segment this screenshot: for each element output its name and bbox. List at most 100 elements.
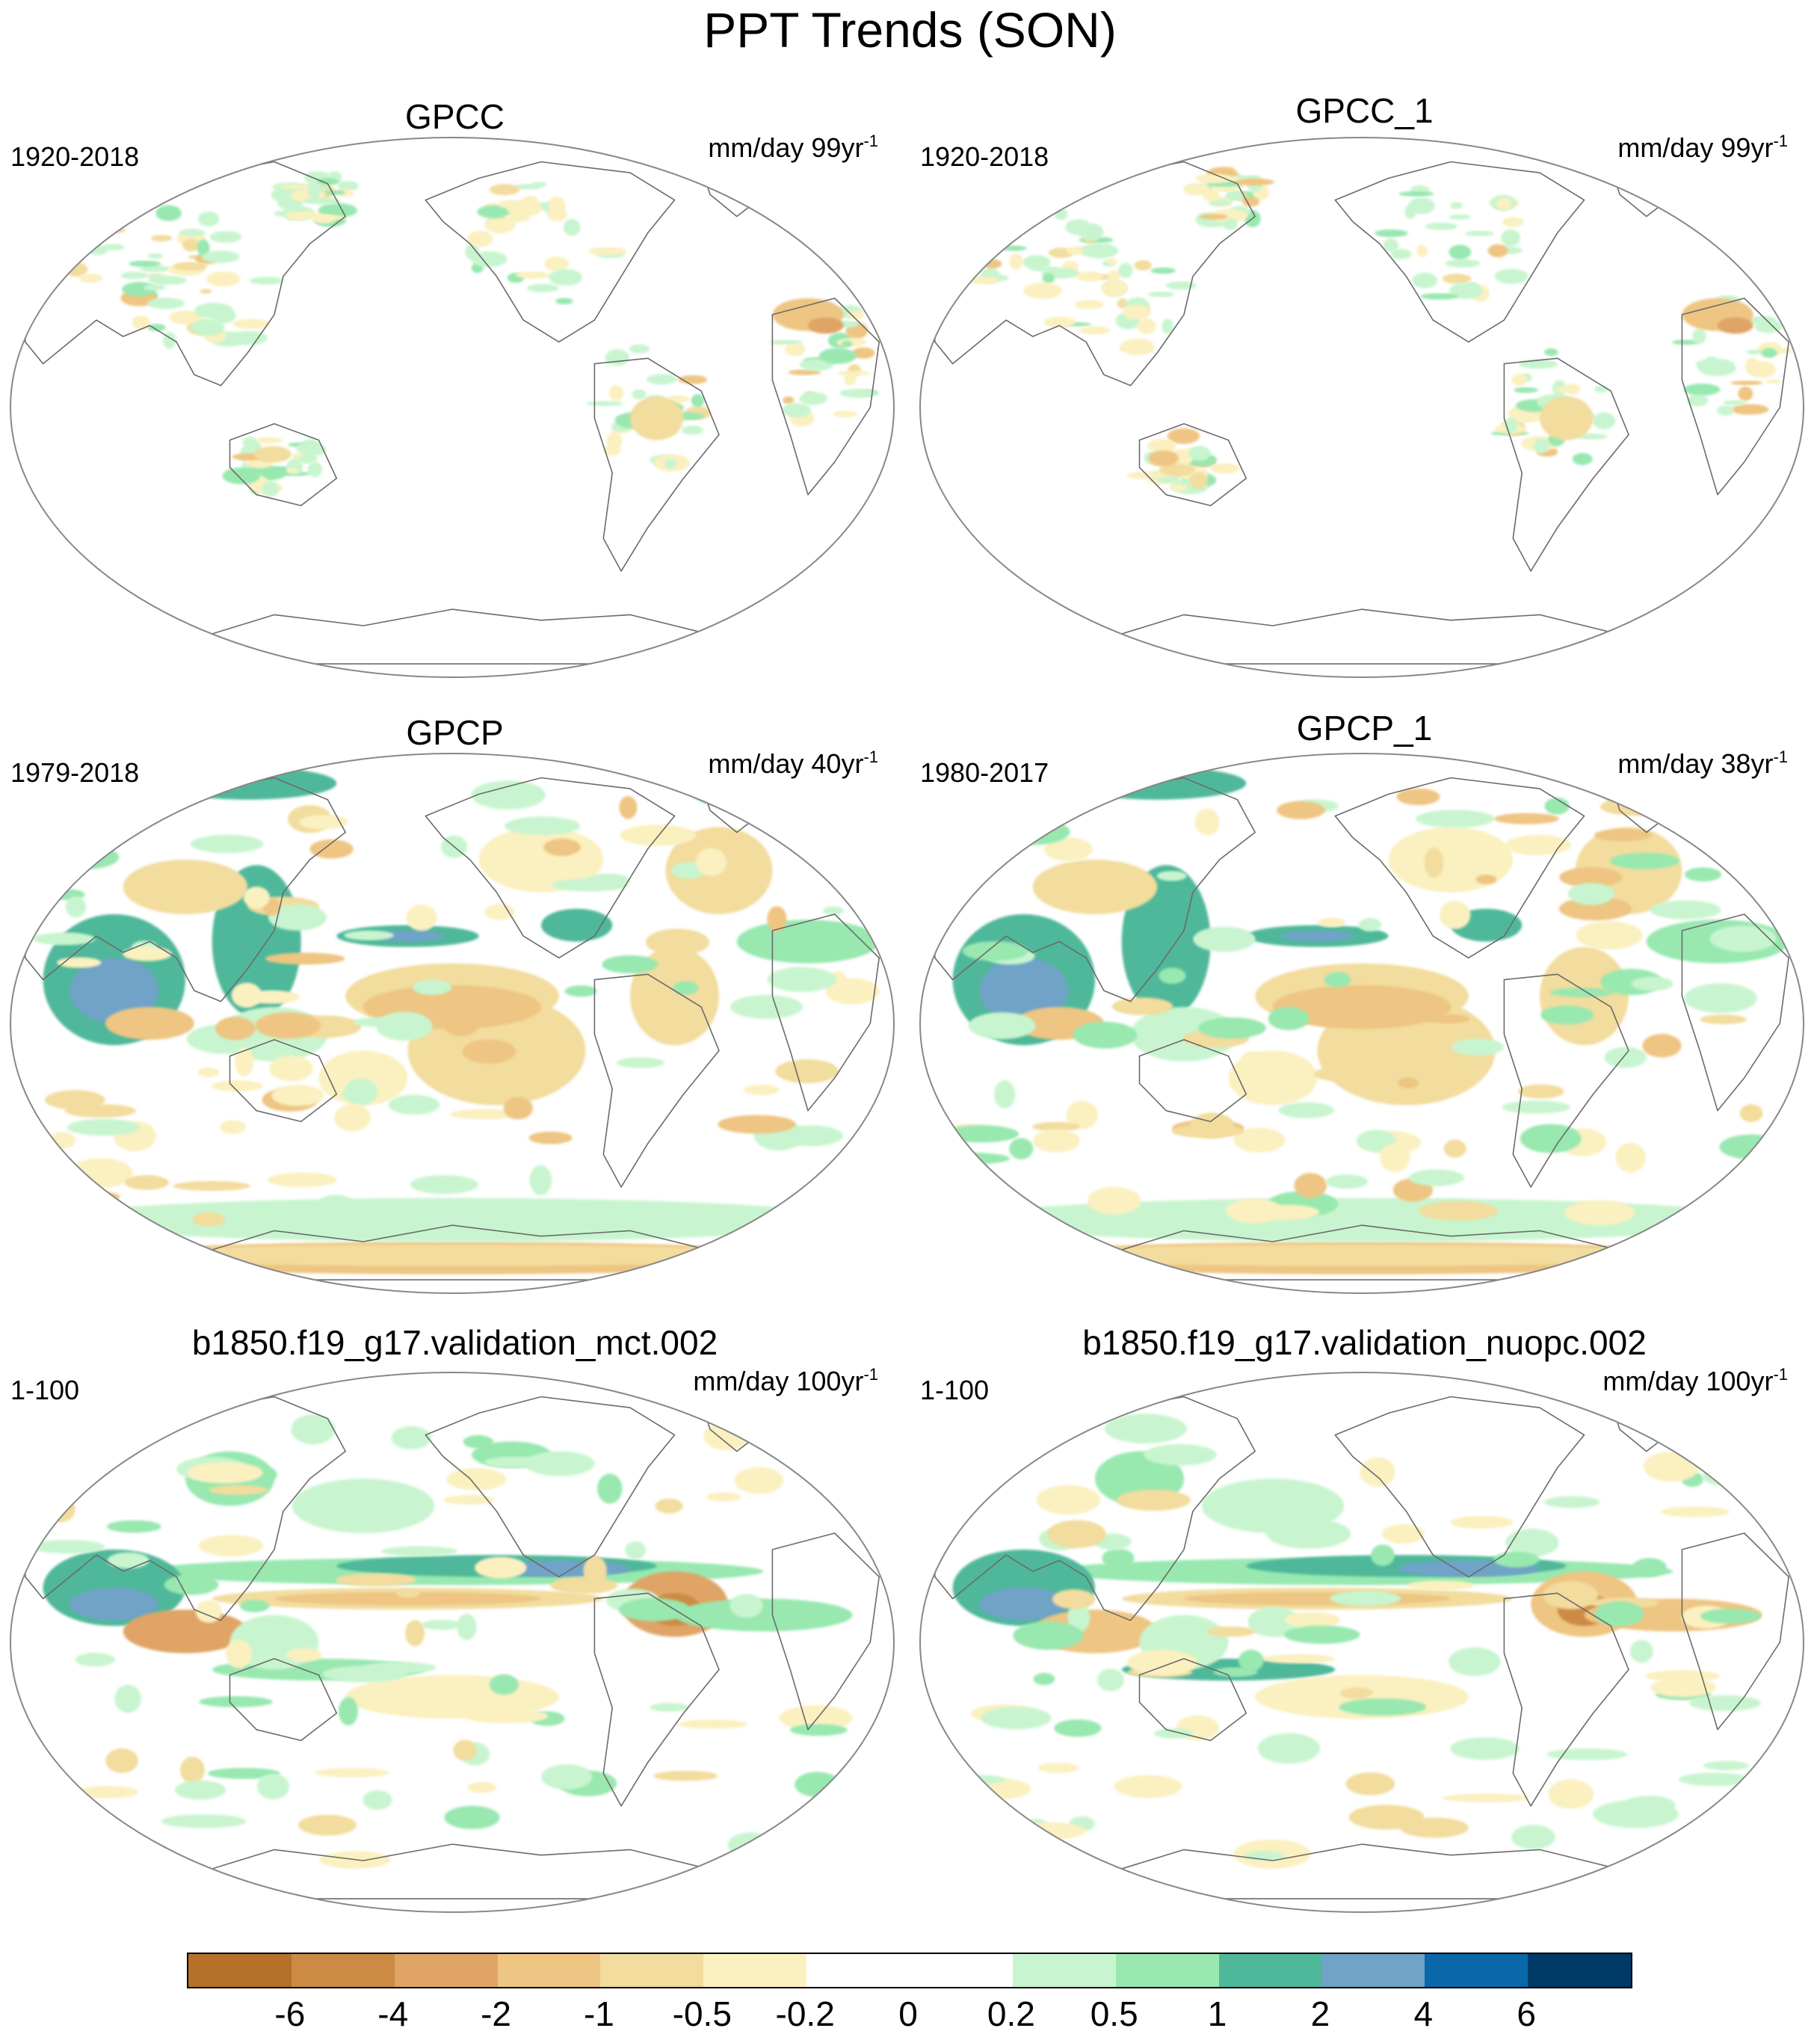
trend-contour [1076, 271, 1103, 282]
trend-contour [1544, 348, 1558, 357]
trend-contour [477, 205, 513, 219]
trend-contour [1339, 1687, 1374, 1699]
trend-contour [564, 985, 597, 997]
panel-period: 1-100 [920, 1375, 990, 1405]
trend-contour [197, 1067, 220, 1077]
colorbar-tick-label: 1 [1207, 1994, 1227, 2033]
trend-contour [222, 467, 261, 484]
trend-contour [619, 795, 638, 819]
robinson-map [10, 753, 895, 1294]
trend-contour [1194, 808, 1220, 836]
trend-contour [1533, 438, 1549, 454]
trend-contour [1106, 258, 1117, 265]
trend-contour [585, 401, 623, 407]
trend-contour [544, 256, 569, 271]
trend-contour [1765, 379, 1782, 384]
trend-contour [274, 1591, 541, 1606]
trend-contour [1494, 268, 1529, 284]
trend-contour [947, 215, 978, 226]
trend-contour [1114, 1775, 1182, 1799]
trend-contour [968, 1012, 1036, 1040]
trend-contour [1325, 1174, 1368, 1189]
trend-contour [231, 982, 262, 1008]
trend-contour [632, 389, 647, 400]
trend-contour [334, 1103, 371, 1132]
trend-contour [1273, 984, 1451, 1029]
trend-contour [629, 344, 650, 354]
trend-contour [51, 845, 120, 870]
trend-contour [994, 1080, 1016, 1109]
trend-contour [453, 1739, 477, 1761]
panel-period: 1920-2018 [10, 141, 140, 172]
trend-contour [543, 838, 581, 857]
coastline [425, 777, 676, 959]
trend-contour [1687, 394, 1709, 407]
trend-contour [1199, 214, 1228, 220]
trend-contour [1465, 282, 1479, 290]
trend-contour [987, 207, 1023, 220]
trend-contour [489, 1674, 519, 1695]
trend-contour [1032, 1121, 1080, 1132]
trend-contour [852, 347, 875, 359]
trend-contour [155, 205, 182, 221]
trend-contour [767, 967, 836, 993]
trend-contour [1746, 349, 1763, 355]
trend-contour [1488, 244, 1508, 258]
trend-contour [1502, 217, 1524, 227]
trend-contour [597, 1473, 623, 1504]
trend-contour [1126, 472, 1165, 479]
trend-contour [982, 259, 1002, 269]
trend-contour [602, 955, 658, 974]
trend-contour [1029, 266, 1061, 271]
coastline [229, 423, 338, 507]
coastline [229, 1658, 338, 1742]
coastline [1094, 1224, 1629, 1281]
trend-contour [1520, 1124, 1582, 1153]
trend-contour [609, 385, 624, 401]
trend-contour [1117, 1489, 1191, 1511]
colorbar-tick-label: -2 [481, 1994, 512, 2033]
trend-contour [839, 389, 877, 398]
trend-contour [462, 1039, 516, 1064]
colorbar-tick-label: 2 [1310, 1994, 1330, 2033]
trend-contour [1005, 209, 1017, 215]
coastline [229, 1039, 338, 1123]
trend-contour [123, 860, 248, 914]
trend-contour [1043, 837, 1093, 862]
trend-contour [363, 1790, 392, 1810]
trend-contour [471, 780, 546, 810]
trend-contour [610, 431, 622, 436]
trend-contour [446, 1467, 507, 1491]
trend-contour [48, 1436, 138, 1455]
trend-field [920, 1372, 1804, 1912]
trend-contour [981, 1707, 1052, 1730]
trend-contour [956, 259, 972, 266]
trend-contour [45, 1090, 105, 1110]
trend-contour [1147, 292, 1175, 298]
panel-title: GPCC_1 [1295, 91, 1434, 130]
trend-contour [256, 437, 283, 444]
trend-contour [1442, 274, 1472, 284]
trend-contour [1501, 229, 1520, 247]
trend-contour [505, 816, 581, 836]
trend-contour [209, 1485, 268, 1495]
coastline [771, 1532, 880, 1731]
map-outline [10, 137, 895, 678]
trend-contour [207, 1768, 280, 1779]
trend-contour [114, 1684, 142, 1713]
trend-contour [1396, 788, 1440, 806]
trend-contour [727, 1832, 774, 1858]
trend-contour [941, 1775, 1006, 1785]
trend-contour [1442, 1793, 1530, 1803]
trend-contour [201, 250, 240, 263]
trend-contour [1567, 883, 1614, 905]
map-outline [919, 137, 1804, 678]
trend-contour [1382, 1523, 1425, 1544]
trend-contour [1415, 810, 1495, 828]
trend-contour [779, 1705, 853, 1731]
trend-contour [1631, 976, 1674, 991]
trend-contour [235, 1047, 254, 1077]
trend-contour [206, 271, 241, 287]
trend-contour [211, 1080, 263, 1092]
trend-contour [262, 481, 280, 497]
